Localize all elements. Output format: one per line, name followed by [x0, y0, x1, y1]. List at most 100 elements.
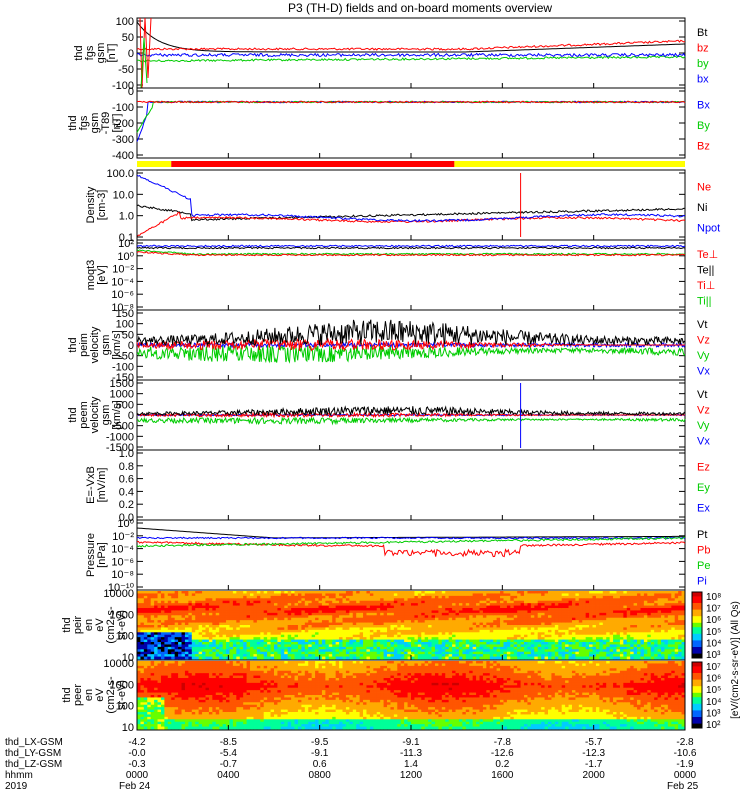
panel-frame-e-field	[136, 449, 686, 521]
colorbar-cell	[692, 712, 702, 716]
y-tick-label: 0	[128, 86, 134, 98]
legend-entry: bx	[697, 73, 709, 85]
colorbar-tick-label: 10⁵	[706, 627, 721, 638]
legend-entry: Pe	[697, 560, 710, 572]
colorbar-tick-label: 10⁶	[706, 674, 721, 685]
legend-entry: bz	[697, 42, 709, 54]
y-tick-label: 0.2	[119, 499, 134, 511]
colorbar-cell	[692, 642, 702, 646]
y-axis-label: sr-eV)	[116, 680, 128, 710]
ephemeris-end-date: Feb 25	[667, 781, 699, 792]
colorbar-cell	[692, 692, 702, 696]
heatmap-cells	[137, 661, 686, 730]
series-Ni	[136, 204, 686, 222]
mode-bar-segment	[137, 161, 172, 167]
legend-entry: Vx	[697, 435, 710, 447]
y-axis-label: thd	[67, 407, 79, 422]
y-tick-label: 10⁻⁶	[111, 556, 134, 568]
y-tick-label: 50	[122, 32, 134, 44]
colorbar-cell	[692, 616, 702, 619]
plot-title: P3 (TH-D) fields and on-board moments ov…	[287, 1, 553, 15]
y-axis-label: en	[83, 689, 95, 701]
ephemeris-value: 0.6	[313, 759, 327, 770]
y-tick-label: 1000	[110, 679, 134, 691]
legend-entry: Ni	[697, 202, 707, 214]
legend-entry: Vz	[697, 404, 710, 416]
colorbar-tick-label: 10⁴	[706, 638, 721, 649]
series-Bt	[136, 21, 685, 53]
colorbar-cell	[692, 721, 702, 725]
colorbar-cell	[692, 618, 702, 622]
ephemeris-value: -12.3	[582, 748, 605, 759]
y-axis-label: en	[83, 619, 95, 631]
colorbar-cell	[692, 603, 702, 606]
legend-entry: Ti⊥	[697, 280, 715, 292]
colorbar-cell	[692, 714, 702, 718]
y-tick-label: 0	[128, 410, 134, 422]
y-tick-label: 1500	[110, 378, 134, 390]
heatmap-cells	[137, 591, 686, 660]
y-tick-label: 500	[116, 399, 134, 411]
ephemeris-row-label: thd_LX-GSM	[5, 737, 63, 748]
series-Te-par	[136, 246, 686, 250]
colorbar-cell	[692, 640, 702, 644]
y-axis-label: thd	[61, 687, 73, 702]
y-axis-label: eV	[94, 618, 106, 632]
ephemeris-value: -5.4	[220, 748, 238, 759]
colorbar-cell	[692, 636, 702, 639]
y-tick-label: 10⁻²	[112, 264, 134, 276]
colorbar-cell	[692, 725, 702, 729]
colorbar-cell	[692, 592, 702, 595]
colorbar-tick-label: 10⁵	[706, 685, 721, 696]
ephemeris-value: 2000	[583, 770, 606, 781]
series-bz-spike	[139, 17, 152, 89]
ephemeris-value: 0000	[126, 770, 149, 781]
series-Pb	[136, 540, 686, 558]
colorbar-cell	[692, 644, 702, 648]
y-axis-label: [cm-3]	[96, 190, 108, 221]
y-axis-label: (cm2-s-	[105, 676, 117, 714]
ephemeris-value: 1200	[400, 770, 423, 781]
colorbar-cell	[692, 690, 702, 694]
colorbar-cell	[692, 622, 702, 626]
y-axis-label: eV	[94, 688, 106, 702]
colorbar-cell	[692, 662, 702, 665]
series-By	[136, 100, 686, 133]
y-axis-label: gsm	[89, 113, 101, 134]
series-by-spike	[140, 37, 148, 89]
colorbar-tick-label: 10³	[706, 650, 721, 661]
colorbar-cell	[692, 681, 702, 685]
colorbar-cell	[692, 633, 702, 637]
legend-entry: Ne	[697, 181, 711, 193]
y-tick-label: 100	[116, 631, 134, 643]
y-tick-label: 0.8	[119, 461, 134, 473]
colorbar-tick-label: 10⁴	[706, 697, 721, 708]
y-tick-label: -100	[112, 361, 134, 373]
y-tick-label: 100	[116, 701, 134, 713]
colorbar-cell	[692, 710, 702, 714]
colorbar-cell	[692, 638, 702, 641]
y-tick-label: 0.4	[119, 486, 134, 498]
y-axis-label: sr-eV)	[116, 610, 128, 640]
ephemeris-value: -0.7	[220, 759, 238, 770]
ephemeris-row-label: thd_LZ-GSM	[5, 759, 62, 770]
y-axis-label: gsm	[100, 335, 112, 356]
y-axis-label: moqt3	[85, 260, 97, 291]
series-Vz	[136, 337, 686, 352]
legend-entry: Vy	[697, 350, 710, 362]
colorbar-cell	[692, 673, 702, 676]
y-axis-label: thd	[61, 617, 73, 632]
y-tick-label: 1000	[110, 609, 134, 621]
ephemeris-value: -0.3	[128, 759, 146, 770]
legend-entry: Npot	[697, 223, 720, 235]
ephemeris-value: -1.9	[676, 759, 694, 770]
colorbar-cell	[692, 609, 702, 613]
mode-bar-segment	[171, 161, 455, 167]
y-tick-label: 10⁻⁴	[111, 544, 134, 556]
series-Vy	[136, 343, 686, 364]
ephemeris-value: -12.6	[491, 748, 514, 759]
colorbar-cell	[692, 684, 702, 687]
colorbar-cell	[692, 701, 702, 705]
series-Pt	[136, 527, 685, 539]
